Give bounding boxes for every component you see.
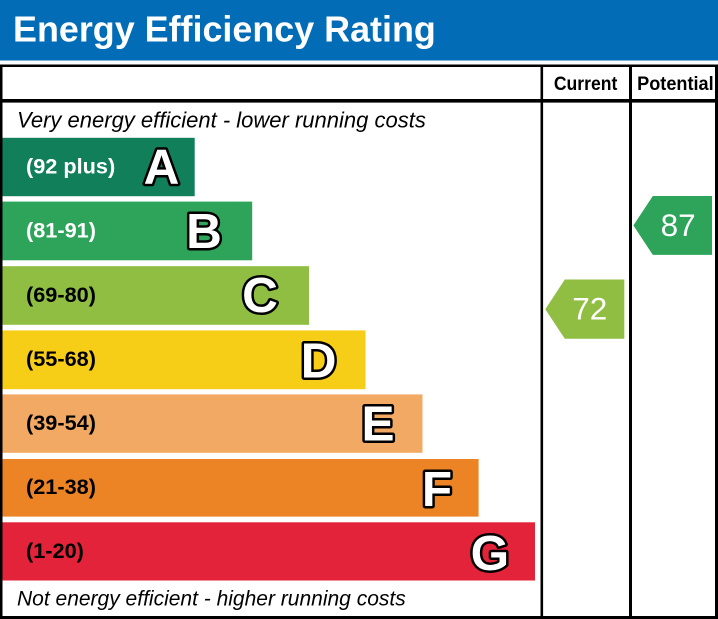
svg-text:G: G xyxy=(471,526,510,581)
svg-text:(55-68): (55-68) xyxy=(26,346,96,371)
svg-text:Not energy efficient - higher: Not energy efficient - higher running co… xyxy=(17,588,406,611)
svg-text:Current: Current xyxy=(554,73,618,95)
svg-text:Potential: Potential xyxy=(637,73,714,95)
svg-text:A: A xyxy=(144,140,180,195)
svg-text:F: F xyxy=(422,462,452,517)
svg-text:Very energy efficient - lower: Very energy efficient - lower running co… xyxy=(17,108,426,133)
svg-text:(21-38): (21-38) xyxy=(26,474,96,499)
svg-text:(39-54): (39-54) xyxy=(26,410,96,435)
svg-text:C: C xyxy=(242,268,278,323)
svg-text:72: 72 xyxy=(572,291,607,327)
svg-text:(1-20): (1-20) xyxy=(26,538,84,563)
svg-text:(81-91): (81-91) xyxy=(26,217,96,242)
svg-text:(69-80): (69-80) xyxy=(26,282,96,307)
svg-text:E: E xyxy=(361,397,394,452)
svg-text:87: 87 xyxy=(661,207,696,243)
svg-text:(92 plus): (92 plus) xyxy=(26,153,115,178)
svg-text:D: D xyxy=(301,333,337,388)
svg-text:Energy Efficiency Rating: Energy Efficiency Rating xyxy=(13,10,436,50)
svg-text:B: B xyxy=(186,204,222,259)
